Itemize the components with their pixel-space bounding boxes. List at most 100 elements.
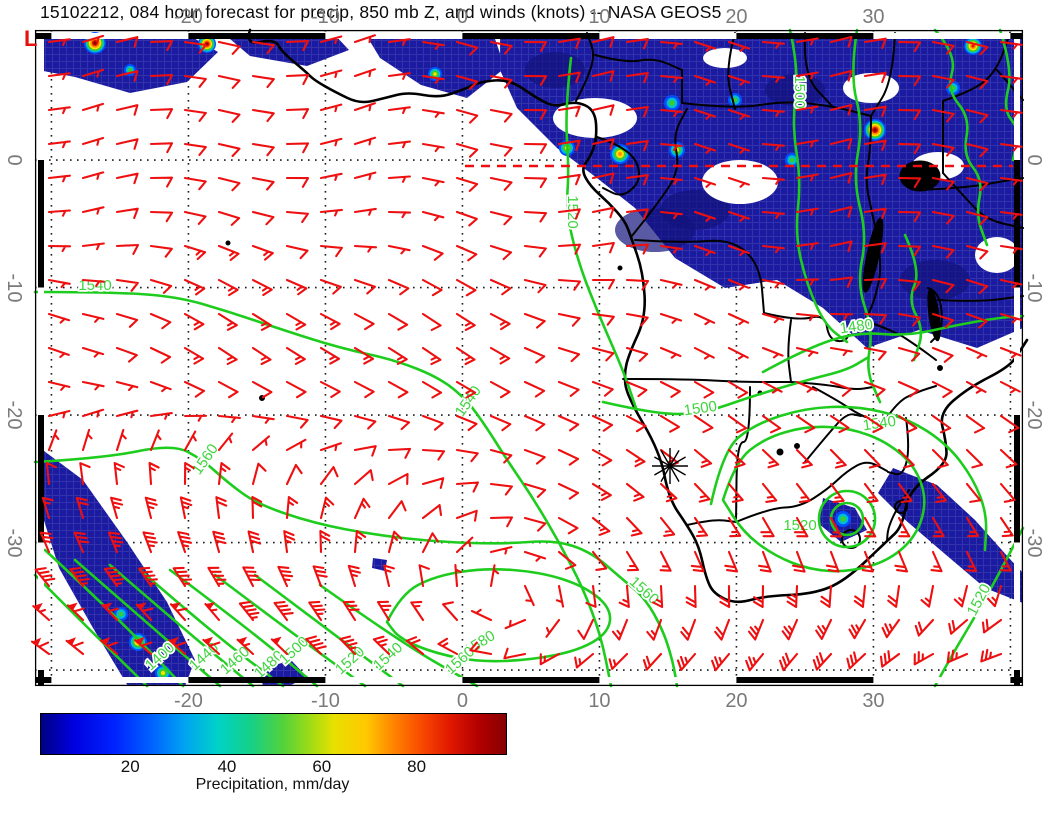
map-plot-area: 1540 1500 1520 1480 1500 1540 1520 1520 1540 1560… xyxy=(30,28,1029,688)
precip-intense-cell xyxy=(128,68,132,72)
axis-tick-label: 0 xyxy=(1023,154,1045,166)
colorbar-caption: Precipitation, mm/day xyxy=(195,776,350,793)
precip-intense-cell xyxy=(118,611,124,617)
height-contour-ring xyxy=(817,489,877,549)
precip-region-texture xyxy=(372,558,387,571)
wind-barb-pennant xyxy=(136,602,147,610)
wind-barb-pennant xyxy=(205,602,216,610)
height-contour xyxy=(33,573,149,688)
precip-intense-cell xyxy=(433,72,437,76)
axis-tick-label: 0 xyxy=(456,6,468,28)
wind-barb-pennant xyxy=(32,637,42,646)
wind-barbs xyxy=(30,34,1023,672)
height-contour xyxy=(709,405,988,552)
map-frame-layer xyxy=(34,29,1024,687)
wind-barb-pennant xyxy=(33,602,43,611)
country-border xyxy=(596,136,641,196)
country-border xyxy=(763,312,866,343)
lake-victoria xyxy=(899,160,941,192)
precip-dark-patch xyxy=(660,190,730,230)
contour-label: 1520 xyxy=(783,517,816,534)
axis-tick-label: 10 xyxy=(588,6,611,28)
height-contour xyxy=(33,290,613,688)
precip-intense-cell xyxy=(789,157,795,163)
axis-tick-label: -10 xyxy=(310,6,340,28)
precip-intense-cell xyxy=(618,152,622,156)
height-contour xyxy=(138,568,285,688)
precip-intense-cell xyxy=(93,41,97,45)
height-contour xyxy=(73,558,222,688)
height-contour xyxy=(565,56,638,410)
precipitation-layer xyxy=(38,32,1023,686)
eswatini-border xyxy=(894,500,908,514)
country-border xyxy=(887,417,910,476)
height-contour xyxy=(108,563,255,688)
precip-intense-cell xyxy=(971,44,975,48)
axis-tick-label: -10 xyxy=(1023,273,1045,302)
precip-intense-cell xyxy=(873,128,877,132)
country-border xyxy=(630,108,688,238)
precip-region-texture xyxy=(38,33,218,93)
wind-barb-pennant xyxy=(171,602,181,610)
precip-clear-hole xyxy=(843,73,899,103)
island-dot xyxy=(617,265,623,271)
contour-label: 1540 xyxy=(862,413,897,434)
precip-region-texture xyxy=(47,498,75,535)
corner-l-marker: L xyxy=(24,26,38,51)
height-contour xyxy=(933,28,989,247)
axis-tick-label: -10 xyxy=(310,690,340,712)
country-border xyxy=(804,413,862,463)
axis-tick-label: 20 xyxy=(725,6,748,28)
wind-barb-pennant xyxy=(101,637,111,645)
wind-barb-pennant xyxy=(169,636,179,645)
colorbar-tick-label: 40 xyxy=(217,757,237,776)
contour-label: 1520 xyxy=(564,195,581,228)
axis-tick-label: -20 xyxy=(173,6,203,28)
country-border xyxy=(575,32,594,102)
country-border xyxy=(634,239,765,314)
axis-tick-label: 30 xyxy=(862,6,885,28)
height-contour xyxy=(213,573,367,688)
axis-tick-label: -30 xyxy=(1023,528,1045,557)
contour-label: 1560 xyxy=(626,573,662,608)
lake-tanganyika xyxy=(862,217,884,293)
wind-barb-pennant xyxy=(237,636,248,645)
country-border xyxy=(937,295,1024,302)
axis-tick-label: -20 xyxy=(1023,400,1045,430)
wind-barb-pennant xyxy=(203,636,213,645)
axis-tick-label: 0 xyxy=(3,154,25,166)
axis-tick-label: -20 xyxy=(173,690,203,712)
height-contour xyxy=(852,28,882,404)
axis-tick-label: 20 xyxy=(725,690,748,712)
colorbar-tick-label: 80 xyxy=(407,757,427,776)
country-border xyxy=(790,381,874,390)
wind-barb-pennant xyxy=(66,637,76,646)
map-outer-border xyxy=(34,29,1024,687)
country-border xyxy=(686,519,737,526)
colorbar-ticks: 20 40 60 80 xyxy=(40,757,505,777)
wind-barb-pennant xyxy=(135,636,145,645)
axis-tick-label: -30 xyxy=(3,528,25,557)
precip-clear-hole xyxy=(975,237,1019,273)
country-border xyxy=(622,378,792,383)
wind-barbs-layer xyxy=(30,34,1023,672)
map-canvas: 1540150015201480150015401520152015401560… xyxy=(30,28,1029,688)
colorbar-tick-label: 20 xyxy=(120,757,140,776)
contour-label: 1500 xyxy=(683,398,718,419)
height-contour xyxy=(721,425,926,573)
country-border xyxy=(681,101,872,117)
country-border xyxy=(727,32,736,110)
contour-label: 1480 xyxy=(839,316,874,337)
axis-tick-label: 10 xyxy=(588,690,611,712)
precip-region-texture xyxy=(878,468,1023,603)
island-dot xyxy=(937,365,943,371)
country-border xyxy=(870,32,896,117)
contour-label: 1500 xyxy=(791,75,808,108)
axis-tick-label: 30 xyxy=(862,690,885,712)
country-border xyxy=(594,54,683,71)
axis-tick-label: -10 xyxy=(3,273,25,302)
axis-tick-label: -20 xyxy=(3,400,25,430)
height-contour xyxy=(318,583,479,688)
height-contour xyxy=(253,573,405,688)
height-contour xyxy=(788,28,849,344)
